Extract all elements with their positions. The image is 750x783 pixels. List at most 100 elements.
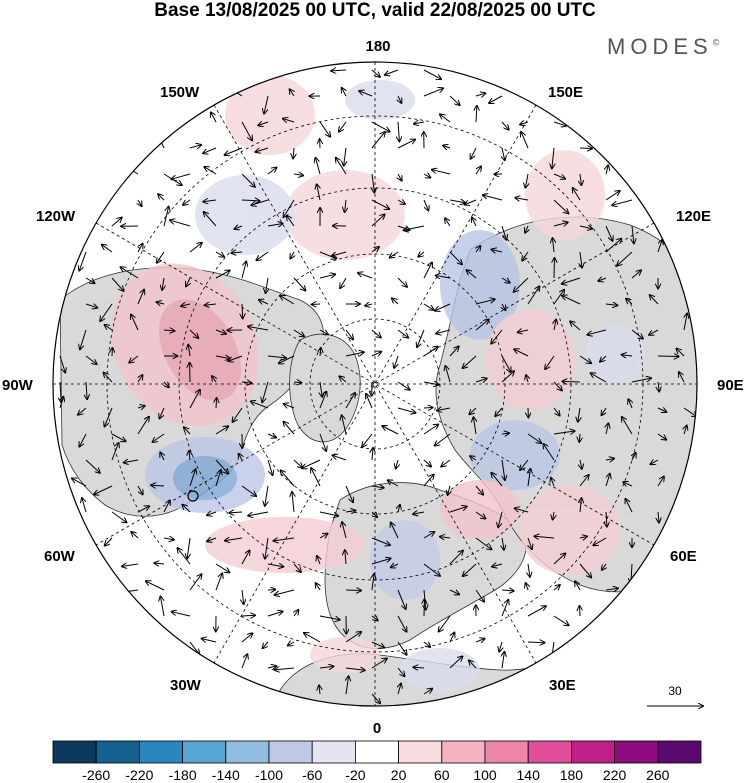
colorbar-swatch [95,740,140,764]
wind-vector [443,146,451,149]
wind-vector [225,538,243,541]
lon-label-150w: 150W [160,84,200,101]
wind-vector [623,482,633,486]
wind-vector [528,469,530,487]
lon-label-60w: 60W [44,548,76,565]
wind-vector [606,423,608,435]
wind-vector [397,407,415,413]
wind-vector [284,199,295,217]
lon-label-120w: 120W [36,208,76,225]
wind-vector [499,641,502,652]
anomaly-red-med [310,637,380,673]
colorbar-swatch [657,740,702,764]
wind-vector [445,366,451,383]
wind-vector [579,433,580,442]
wind-vector [235,226,243,229]
wind-vector [580,498,582,513]
wind-vector [514,277,529,292]
wind-vector [82,498,87,513]
wind-vector [423,408,433,409]
map-disk [53,62,697,706]
anomaly-red-pacific [225,75,315,155]
wind-vector [188,345,190,357]
wind-vector [102,245,113,253]
wind-vector [553,511,554,520]
wind-vector [626,499,633,513]
wind-vector [267,168,277,175]
wind-vector [105,537,113,546]
wind-vector [385,69,399,75]
wind-vector [345,550,346,565]
wind-vector [100,303,113,321]
wind-vector [207,512,217,515]
wind-vector [501,600,508,617]
wind-vectors [60,70,697,703]
wind-vector [304,633,321,643]
wind-vector [522,251,529,261]
wind-vector [124,460,139,463]
wind-vector [371,215,385,227]
wind-vector [502,303,506,310]
wind-vector [473,417,476,435]
colorbar-label: 60 [434,767,450,783]
wind-vector [501,278,510,283]
anomaly-blue-chukchi [345,80,415,120]
wind-vector [553,173,565,179]
wind-vector [534,536,555,538]
wind-vector [182,505,191,513]
wind-vector [215,459,228,474]
wind-vector [160,453,164,461]
wind-vector [475,299,495,305]
wind-vector [579,563,591,578]
wind-vector [398,684,401,695]
wind-vector [525,225,528,233]
wind-vector [657,356,679,357]
wind-vector [495,407,503,416]
wind-vector [397,589,406,609]
wind-vector [602,563,606,570]
wind-vector [111,443,119,461]
wind-vector [413,667,425,668]
colorbar-label: -100 [255,767,283,783]
wind-vector [163,538,174,540]
colorbar-swatch [225,740,270,764]
wind-vector [372,448,373,461]
wind-vector [111,511,127,522]
wind-vector [163,500,170,513]
anomaly-blue-mideast [400,648,480,692]
wind-vector [189,451,190,461]
colorbar-label: -20 [345,767,365,783]
wind-vector [157,251,165,263]
wind-vector [683,407,697,417]
wind-vector [129,355,139,363]
wind-vector [470,456,477,460]
wind-vector [85,459,100,473]
wind-vector [502,537,504,550]
wind-vector [292,492,294,513]
wind-vector [391,523,399,539]
colorbar-label: 260 [646,767,670,783]
wind-vector [413,512,425,514]
wind-vector [336,158,347,175]
wind-vector [312,304,321,305]
wind-vector [333,455,347,461]
anomaly-red-east-siberia [525,150,605,240]
lon-label-60e: 60E [670,548,697,565]
anomaly-red-central-asia [485,310,575,410]
wind-vector [391,564,399,567]
wind-vector [229,512,243,513]
wind-vector [137,406,145,408]
wind-vector [489,95,503,103]
wind-vector [553,290,564,305]
wind-vector [319,615,340,620]
wind-vector [86,381,87,399]
wind-vector [189,641,199,654]
wind-vector [440,537,451,538]
wind-vector [248,511,269,516]
wind-vector [657,433,666,440]
wind-vector [241,654,247,669]
wind-vector [284,404,295,408]
wind-vector [471,147,477,159]
anomaly-blue-labrador-core [173,456,237,500]
wind-vector [371,693,380,703]
